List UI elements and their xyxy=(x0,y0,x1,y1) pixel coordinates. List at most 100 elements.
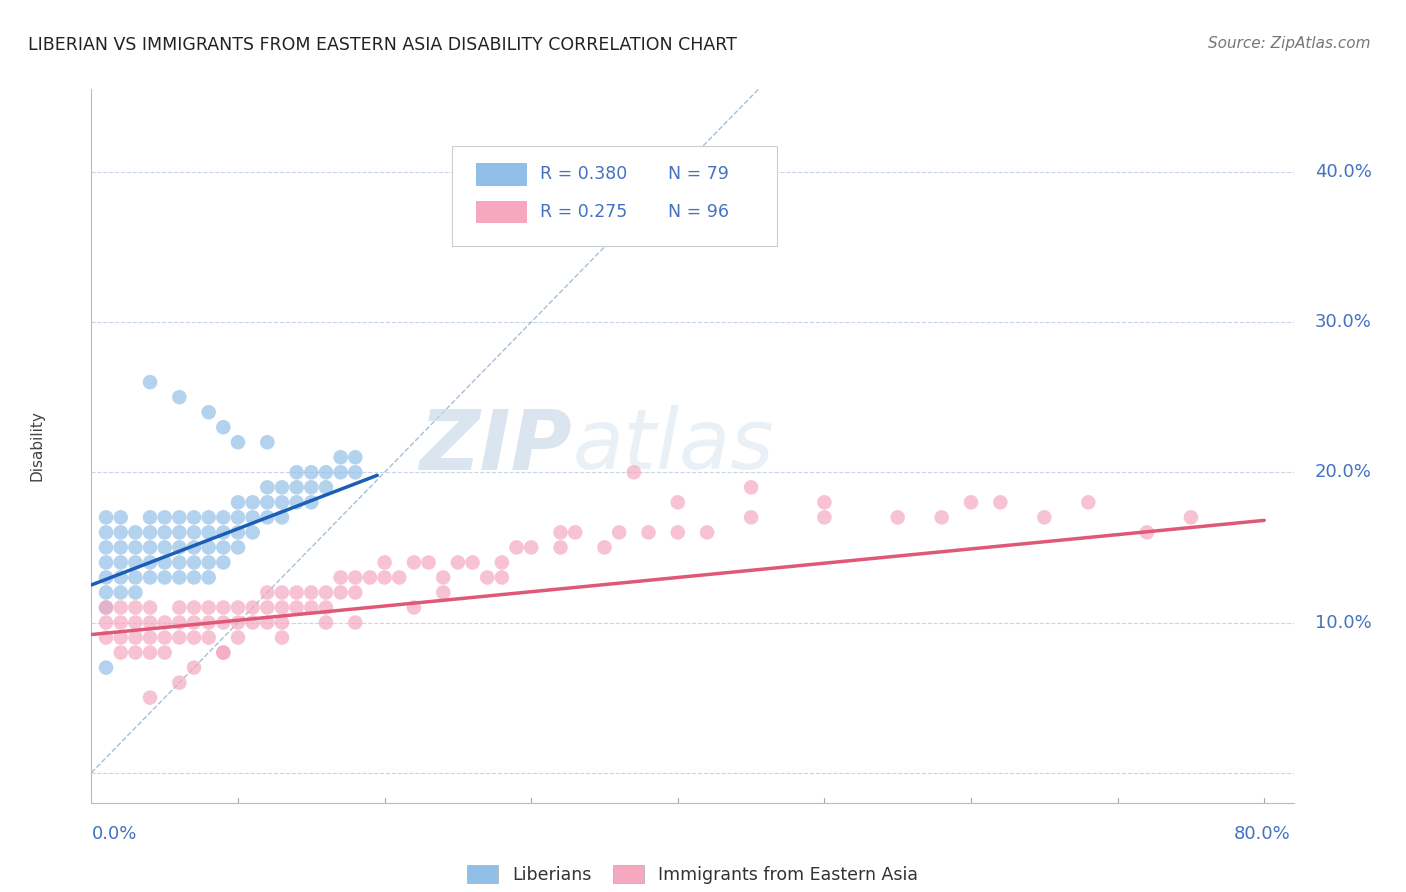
Point xyxy=(94,570,117,584)
Point xyxy=(212,420,235,434)
Point xyxy=(593,541,616,555)
Point xyxy=(153,525,176,540)
Point xyxy=(124,525,146,540)
Point xyxy=(197,631,219,645)
Text: ZIP: ZIP xyxy=(419,406,572,486)
Point xyxy=(153,556,176,570)
Point xyxy=(124,631,146,645)
Point xyxy=(226,631,249,645)
Point xyxy=(94,600,117,615)
Point xyxy=(550,541,572,555)
Point xyxy=(886,510,908,524)
Point xyxy=(813,510,835,524)
Point xyxy=(212,615,235,630)
Point xyxy=(359,570,381,584)
Point xyxy=(271,480,294,494)
Point xyxy=(740,510,762,524)
Point xyxy=(212,525,235,540)
Point xyxy=(242,495,264,509)
Point xyxy=(226,541,249,555)
Point xyxy=(299,495,322,509)
Point xyxy=(169,631,191,645)
Point xyxy=(139,541,162,555)
Point xyxy=(432,570,454,584)
Point xyxy=(94,541,117,555)
Point xyxy=(931,510,953,524)
Point xyxy=(139,570,162,584)
Point xyxy=(696,525,718,540)
Point xyxy=(153,541,176,555)
Text: 40.0%: 40.0% xyxy=(1315,163,1371,181)
Text: 10.0%: 10.0% xyxy=(1315,614,1371,632)
Point xyxy=(1180,510,1202,524)
Point xyxy=(212,541,235,555)
Point xyxy=(183,541,205,555)
Point xyxy=(212,646,235,660)
Point xyxy=(110,556,132,570)
Point xyxy=(285,495,308,509)
Point xyxy=(94,525,117,540)
Point xyxy=(271,510,294,524)
Point xyxy=(197,525,219,540)
Point xyxy=(271,631,294,645)
Point xyxy=(256,585,278,599)
Point xyxy=(491,570,513,584)
Point xyxy=(226,615,249,630)
Point xyxy=(153,631,176,645)
Point xyxy=(124,585,146,599)
Point xyxy=(183,600,205,615)
FancyBboxPatch shape xyxy=(477,162,527,186)
Point xyxy=(197,556,219,570)
Point xyxy=(271,585,294,599)
Point xyxy=(550,525,572,540)
Point xyxy=(197,600,219,615)
Point xyxy=(813,495,835,509)
Point xyxy=(169,525,191,540)
Point xyxy=(520,541,543,555)
Point xyxy=(94,510,117,524)
Point xyxy=(1033,510,1056,524)
Point xyxy=(110,510,132,524)
Point xyxy=(344,570,367,584)
Point xyxy=(271,615,294,630)
Point xyxy=(666,525,689,540)
Point xyxy=(94,660,117,674)
FancyBboxPatch shape xyxy=(451,146,776,246)
Text: R = 0.275: R = 0.275 xyxy=(540,203,627,221)
Point xyxy=(299,480,322,494)
Point xyxy=(505,541,527,555)
Point xyxy=(256,495,278,509)
Point xyxy=(153,615,176,630)
Point xyxy=(329,570,352,584)
Point xyxy=(285,585,308,599)
Point xyxy=(153,570,176,584)
Point xyxy=(153,510,176,524)
Point xyxy=(110,541,132,555)
Point xyxy=(183,615,205,630)
Point xyxy=(139,646,162,660)
Point xyxy=(94,585,117,599)
Point xyxy=(124,541,146,555)
Point xyxy=(139,631,162,645)
Point xyxy=(607,525,630,540)
Point xyxy=(226,495,249,509)
Point xyxy=(299,600,322,615)
Point xyxy=(637,525,659,540)
Point xyxy=(197,570,219,584)
Text: R = 0.380: R = 0.380 xyxy=(540,165,627,183)
Point xyxy=(285,480,308,494)
Text: LIBERIAN VS IMMIGRANTS FROM EASTERN ASIA DISABILITY CORRELATION CHART: LIBERIAN VS IMMIGRANTS FROM EASTERN ASIA… xyxy=(28,36,737,54)
Point xyxy=(139,556,162,570)
Point xyxy=(299,465,322,479)
Point xyxy=(183,525,205,540)
Text: 80.0%: 80.0% xyxy=(1234,825,1291,843)
Point xyxy=(329,585,352,599)
Point xyxy=(285,600,308,615)
Point xyxy=(169,675,191,690)
Point xyxy=(212,646,235,660)
Point xyxy=(226,600,249,615)
Point xyxy=(988,495,1011,509)
Point xyxy=(124,570,146,584)
Point xyxy=(197,510,219,524)
Point xyxy=(197,541,219,555)
